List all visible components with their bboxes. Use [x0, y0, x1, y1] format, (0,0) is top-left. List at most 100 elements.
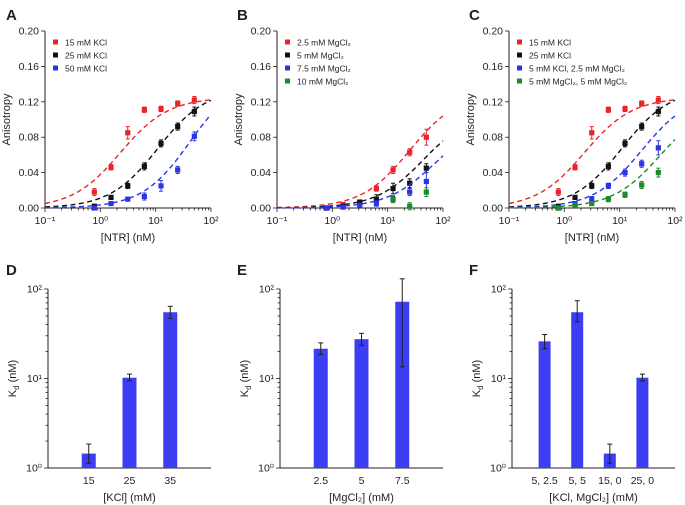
- data-point: [639, 161, 645, 167]
- data-point: [639, 123, 645, 130]
- panel-a-scatter-kcl: A 0.00 0.04 0.08 0.12 0.16 0.20 10⁻¹ 10⁰ 10¹ 10² [N…: [1, 7, 219, 244]
- fit-curve: [44, 99, 212, 208]
- data-point: [572, 194, 578, 200]
- panel-letter: B: [237, 7, 248, 24]
- bar: [538, 341, 551, 468]
- legend-label: 10 mM MgCl₂: [297, 77, 348, 87]
- data-point: [555, 189, 561, 195]
- data-point: [407, 180, 413, 186]
- data-point: [175, 100, 181, 107]
- data-point: [605, 183, 611, 189]
- data-point: [91, 205, 97, 211]
- x-tick-label: 10¹: [380, 215, 396, 227]
- y-axis-title: Anisotropy: [1, 93, 13, 145]
- data-point: [622, 170, 628, 176]
- x-tick-label: 5, 2.5: [531, 475, 557, 487]
- legend-marker: [53, 65, 58, 71]
- y-tick-label: 10⁰: [26, 463, 43, 475]
- legend-label: 7.5 mM MgCl₂: [297, 64, 351, 74]
- data-point: [407, 189, 413, 195]
- x-tick-label: 10⁰: [92, 215, 109, 227]
- fit-curve: [509, 139, 676, 209]
- data-point: [175, 123, 181, 130]
- data-point: [622, 140, 628, 146]
- y-tick-label: 0.20: [483, 26, 504, 38]
- legend-label: 25 mM KCl: [65, 51, 107, 61]
- x-tick-label: 10⁻¹: [35, 215, 56, 227]
- y-tick-label: 0.12: [483, 96, 504, 108]
- x-axis-title: [NTR] (nM): [565, 232, 619, 244]
- data-point: [639, 182, 645, 188]
- x-axis-title: [MgCl₂] (mM): [329, 492, 394, 504]
- y-tick-label: 0.00: [483, 203, 504, 215]
- x-tick-label: 10⁻¹: [499, 215, 520, 227]
- data-point: [407, 203, 413, 209]
- legend-marker: [53, 52, 58, 58]
- panel-d-bar-kcl: D 10⁰ 10¹ 10² 15 25 35 [KCl] (mM) Kd (nM): [6, 262, 211, 504]
- fit-curve: [508, 99, 676, 208]
- data-point: [340, 204, 346, 210]
- y-tick-label: 0.04: [19, 167, 40, 179]
- x-tick-label: 10¹: [612, 215, 628, 227]
- data-point: [158, 140, 164, 146]
- data-point: [589, 130, 595, 136]
- data-point: [191, 97, 197, 103]
- data-point: [589, 196, 595, 202]
- fit-curve: [277, 115, 444, 209]
- fit-curve: [508, 99, 676, 205]
- x-tick-label: 7.5: [395, 475, 410, 487]
- bar: [395, 301, 410, 468]
- legend-marker: [285, 39, 290, 45]
- data-point: [141, 163, 147, 170]
- data-point: [175, 167, 181, 173]
- data-point: [655, 170, 661, 176]
- data-point: [125, 130, 131, 136]
- data-point: [605, 107, 611, 113]
- bar: [636, 377, 649, 468]
- bar: [122, 377, 137, 468]
- legend-label: 5 mM MgCl₂, 5 mM MgCl₂: [529, 77, 627, 87]
- panel-letter: A: [6, 7, 17, 24]
- panel-c-scatter-combined: C 0.00 0.04 0.08 0.12 0.16 0.20 10⁻¹ 10⁰ 10¹ 10² [N…: [465, 7, 683, 244]
- legend-label: 5 mM MgCl₂: [297, 51, 344, 61]
- data-point: [589, 200, 595, 207]
- data-point: [605, 196, 611, 202]
- legend-marker: [517, 65, 522, 71]
- y-axis-title: Kd (nM): [471, 360, 485, 397]
- legend-marker: [517, 78, 522, 84]
- legend-label: 15 mM KCl: [529, 38, 571, 48]
- y-tick-label: 10⁰: [490, 463, 507, 475]
- data-point: [423, 165, 429, 171]
- y-tick-label: 0.20: [251, 26, 272, 38]
- data-point: [191, 108, 197, 115]
- data-point: [622, 106, 628, 112]
- data-point: [373, 185, 379, 192]
- y-tick-label: 0.16: [251, 61, 272, 73]
- fit-curve: [45, 114, 212, 209]
- panel-letter: D: [6, 262, 17, 279]
- y-tick-label: 0.04: [251, 167, 272, 179]
- data-point: [589, 183, 595, 189]
- y-tick-label: 0.08: [251, 132, 272, 144]
- data-point: [390, 196, 396, 202]
- x-tick-label: 10⁰: [324, 215, 341, 227]
- data-point: [125, 183, 131, 189]
- y-axis-title: Anisotropy: [465, 93, 477, 145]
- fit-curve: [277, 155, 444, 209]
- y-tick-label: 10²: [27, 284, 43, 296]
- x-axis-title: [NTR] (nM): [101, 232, 155, 244]
- data-point: [108, 200, 114, 207]
- y-axis-title: Anisotropy: [233, 93, 245, 145]
- data-point: [323, 205, 329, 211]
- data-point: [390, 185, 396, 192]
- data-point: [141, 107, 147, 113]
- data-point: [158, 183, 164, 189]
- fit-curve: [277, 140, 444, 209]
- data-point: [357, 202, 363, 208]
- x-tick-label: 10⁻¹: [267, 215, 288, 227]
- x-tick-label: 35: [164, 475, 176, 487]
- legend-marker: [53, 39, 58, 45]
- panel-f-bar-combined: F 10⁰ 10¹ 10² 5, 2.5 5, 5 15, 0 25, 0 [KCl, MgCl…: [469, 262, 675, 504]
- legend-label: 2.5 mM MgCl₂: [297, 38, 351, 48]
